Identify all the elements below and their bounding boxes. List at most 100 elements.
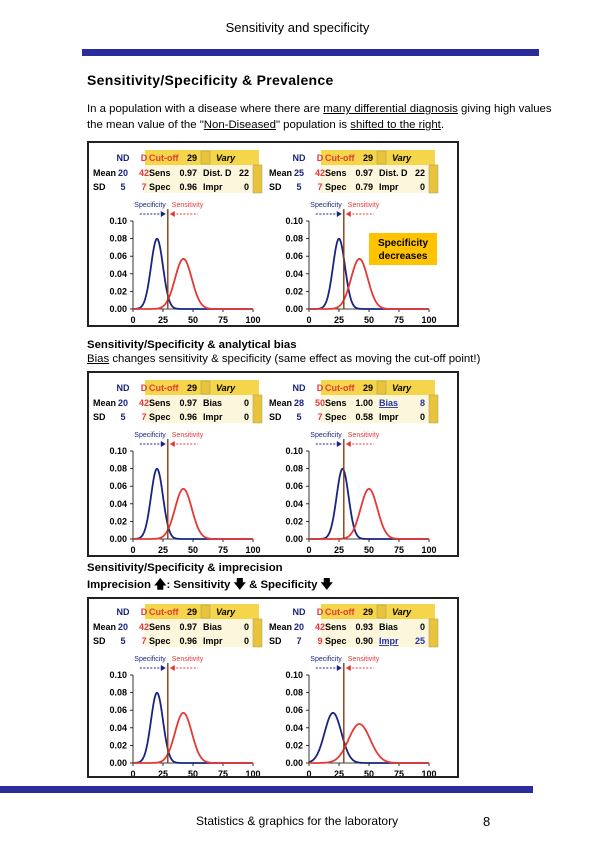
table-sens-label: Sens: [149, 622, 171, 632]
y-tick-label: 0.10: [109, 216, 127, 226]
page-header-title: Sensitivity and specificity: [225, 20, 370, 35]
table-row3-label: Impr: [203, 182, 223, 192]
x-tick-label: 75: [394, 545, 404, 555]
table-spec-label: Spec: [149, 412, 171, 422]
y-tick-label: 0.06: [109, 705, 127, 715]
table-header-d: D: [141, 153, 148, 163]
table-row3-value: 0: [420, 412, 425, 422]
footer-divider: [0, 786, 533, 793]
x-tick-label: 0: [306, 545, 311, 555]
table-body-highlight: [145, 165, 259, 193]
table-row2-label: Bias: [379, 622, 398, 632]
table-row2-value: 0: [420, 622, 425, 632]
vary-spinner: [252, 164, 263, 194]
table-nd-mean: 20: [118, 168, 128, 178]
table-header-nd: ND: [293, 153, 306, 163]
table-spec-label: Spec: [325, 636, 347, 646]
y-tick-label: 0.02: [109, 516, 127, 526]
y-tick-label: 0.08: [285, 464, 303, 474]
table-header-d: D: [317, 383, 324, 393]
table-header-cutoff: Cut-off: [325, 383, 355, 393]
sensitivity-arrow-label: Sensitivity: [172, 656, 204, 663]
table-header-cutoff: Cut-off: [149, 383, 179, 393]
cutoff-spinner: [376, 150, 387, 165]
x-tick-label: 25: [334, 769, 344, 776]
y-tick-label: 0.08: [109, 464, 127, 474]
table-row3-label: Impr: [203, 636, 223, 646]
table-sens-label: Sens: [325, 622, 347, 632]
sensitivity-arrow-head-icon: [345, 441, 351, 447]
table-spec-value: 0.96: [179, 182, 197, 192]
table-spec-value: 0.79: [355, 182, 373, 192]
x-tick-label: 75: [218, 545, 228, 555]
y-tick-label: 0.02: [285, 286, 303, 296]
imprecision-text-c: & Specificity: [245, 579, 318, 591]
imprecision-text-b: : Sensitivity: [166, 579, 231, 591]
specificity-arrow-head-icon: [160, 211, 166, 217]
table-header-nd: ND: [293, 607, 306, 617]
table-row2-value: 0: [244, 398, 249, 408]
nd-distribution-curve: [133, 467, 253, 540]
table-nd-mean: 28: [294, 398, 304, 408]
y-tick-label: 0.10: [285, 216, 303, 226]
table-spec-value: 0.96: [179, 412, 197, 422]
table-row3-value: 0: [244, 412, 249, 422]
d-distribution-curve: [309, 723, 429, 764]
table-d-mean: 42: [139, 168, 149, 178]
table-row-sd-label: SD: [269, 412, 282, 422]
table-cutoff-value: 29: [187, 607, 197, 617]
cutoff-spinner: [376, 380, 387, 395]
y-tick-label: 0.00: [285, 534, 303, 544]
chart-unit-imprecision-right: ND D Cut-off 29 Vary Mean 20 42 Sens 0.93 Bias 0 SD 7…: [267, 603, 439, 776]
table-row2-value: 8: [420, 398, 425, 408]
x-tick-label: 50: [188, 315, 198, 325]
table-cutoff-value: 29: [363, 607, 373, 617]
table-row-sd-label: SD: [93, 412, 106, 422]
table-row2-label: Dist. D: [203, 168, 232, 178]
sensitivity-arrow-label: Sensitivity: [348, 202, 380, 209]
specificity-arrow-head-icon: [336, 665, 342, 671]
table-sens-label: Sens: [149, 398, 171, 408]
table-body-highlight: [145, 619, 259, 647]
specificity-arrow-head-icon: [336, 441, 342, 447]
y-tick-label: 0.06: [285, 251, 303, 261]
specificity-arrow-head-icon: [160, 665, 166, 671]
table-d-sd: 7: [317, 412, 322, 422]
table-row-mean-label: Mean: [93, 398, 116, 408]
table-row-sd-label: SD: [269, 636, 282, 646]
x-tick-label: 50: [364, 545, 374, 555]
x-tick-label: 25: [158, 545, 168, 555]
table-sens-value: 0.93: [355, 622, 373, 632]
table-d-mean: 42: [315, 622, 325, 632]
sensitivity-arrow-label: Sensitivity: [172, 432, 204, 439]
table-row3-value: 25: [415, 636, 425, 646]
table-d-mean: 50: [315, 398, 325, 408]
y-tick-label: 0.04: [285, 499, 303, 509]
table-nd-sd: 5: [120, 636, 125, 646]
y-tick-label: 0.00: [109, 758, 127, 768]
table-header-d: D: [141, 607, 148, 617]
x-tick-label: 0: [130, 769, 135, 776]
specificity-arrow-label: Specificity: [310, 656, 342, 663]
table-header-cutoff: Cut-off: [325, 153, 355, 163]
table-body-highlight: [321, 619, 435, 647]
table-body-highlight: [321, 395, 435, 423]
table-nd-sd: 5: [296, 412, 301, 422]
x-tick-label: 100: [245, 769, 260, 776]
table-header-vary: Vary: [216, 383, 236, 393]
sensitivity-arrow-label: Sensitivity: [348, 656, 380, 663]
sensitivity-arrow-head-icon: [169, 665, 175, 671]
table-row-mean-label: Mean: [269, 168, 292, 178]
specificity-arrow-head-icon: [336, 211, 342, 217]
table-nd-mean: 25: [294, 168, 304, 178]
x-tick-label: 50: [364, 769, 374, 776]
table-header-vary: Vary: [216, 607, 236, 617]
y-tick-label: 0.08: [285, 688, 303, 698]
y-tick-label: 0.00: [285, 758, 303, 768]
y-tick-label: 0.02: [285, 516, 303, 526]
